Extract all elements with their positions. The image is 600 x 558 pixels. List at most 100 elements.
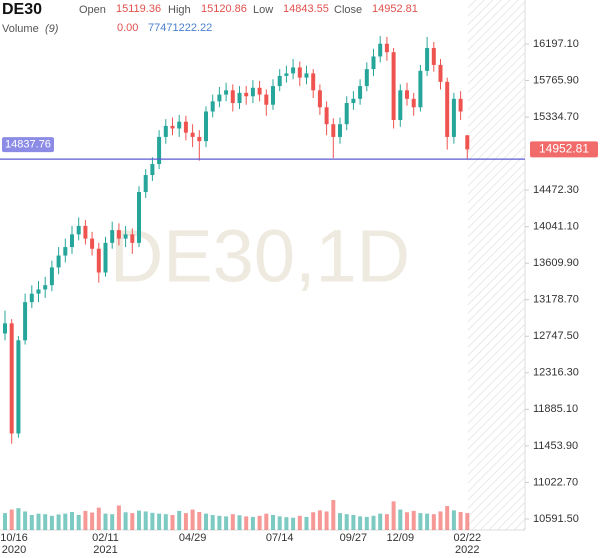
candle-body <box>163 125 168 137</box>
low-label: Low <box>253 4 273 16</box>
y-tick-label: 13609.90 <box>533 257 579 269</box>
y-tick-label: 16197.10 <box>533 38 579 50</box>
candle-body <box>438 64 443 82</box>
volume-bar <box>36 513 41 530</box>
low-value: 14843.55 <box>283 3 329 15</box>
candle-body <box>36 289 41 294</box>
volume-bar <box>103 513 108 530</box>
candle-body <box>204 111 208 142</box>
volume-bar <box>425 513 430 530</box>
candle-body <box>271 86 275 105</box>
x-tick-label: 04/29 <box>179 532 207 544</box>
candle-body <box>29 293 34 303</box>
candle-body <box>90 238 95 249</box>
candle-body <box>230 90 235 104</box>
volume-bar <box>90 512 95 530</box>
candle-body <box>76 225 81 235</box>
candle-body <box>70 234 74 248</box>
candle-body <box>418 70 423 108</box>
candle-body <box>358 86 363 99</box>
candle-body <box>224 90 229 95</box>
volume-bar <box>257 515 262 530</box>
volume-bar <box>331 500 336 530</box>
candle-body <box>177 121 182 129</box>
volume-bar <box>190 509 195 530</box>
close-label: Close <box>334 4 362 16</box>
volume-bar <box>264 513 269 530</box>
volume-bar <box>76 515 81 530</box>
plot <box>3 36 470 530</box>
volume-bar <box>157 513 162 530</box>
close-value: 14952.81 <box>372 3 418 15</box>
candle-body <box>63 247 68 256</box>
price-line-label-box <box>2 137 54 153</box>
candle-body <box>237 92 242 104</box>
volume-bar <box>384 514 389 530</box>
candle-body <box>217 94 222 102</box>
candle-body <box>43 285 48 290</box>
candle-body <box>378 43 383 57</box>
candle-body <box>257 87 262 95</box>
candle-body <box>425 47 430 71</box>
volume-bar <box>3 513 7 530</box>
volume-bar <box>204 513 208 530</box>
candle-body <box>384 43 389 53</box>
volume-bar <box>351 515 356 530</box>
y-tick-label: 15334.70 <box>533 111 579 123</box>
volume-bar <box>150 512 155 530</box>
volume-bar <box>304 516 309 530</box>
open-value: 15119.36 <box>116 3 161 15</box>
volume-bar <box>43 514 48 530</box>
volume-bar <box>297 515 302 530</box>
candle-body <box>451 98 456 137</box>
volume-bar <box>311 512 316 530</box>
volume-bar <box>277 516 282 530</box>
candle-body <box>324 107 329 125</box>
candle-body <box>56 255 61 268</box>
volume-bar <box>271 515 275 530</box>
volume-bar <box>56 514 61 530</box>
candle-body <box>311 73 316 91</box>
volume-bar <box>317 510 322 530</box>
volume-bar <box>110 514 115 530</box>
candle-body <box>250 87 255 97</box>
volume-bar <box>163 514 168 530</box>
candle-body <box>23 302 28 341</box>
volume-period: (9) <box>45 23 59 35</box>
x-year-label: 2022 <box>455 544 479 556</box>
volume-bar <box>391 501 396 530</box>
y-tick-label: 15765.90 <box>533 74 579 86</box>
volume-bar <box>83 510 88 530</box>
volume-bar <box>445 506 450 530</box>
candle-body <box>244 92 249 97</box>
volume-bar <box>244 516 249 530</box>
volume-bar <box>23 511 28 530</box>
volume-bar <box>411 510 416 530</box>
candle-body <box>364 69 369 87</box>
future-area <box>468 0 525 530</box>
x-tick-label: 09/27 <box>340 532 368 544</box>
candle-body <box>411 98 416 108</box>
volume-bar <box>183 513 188 530</box>
volume-bar <box>250 516 255 530</box>
volume-bar <box>177 510 182 530</box>
volume-bar <box>364 516 369 530</box>
y-tick-label: 13178.70 <box>533 294 579 306</box>
volume-bar <box>217 515 222 530</box>
volume-bar <box>230 514 235 530</box>
volume-bar <box>16 508 21 530</box>
volume-bar <box>291 517 296 530</box>
volume-bar <box>418 513 423 530</box>
volume-bar <box>210 515 215 530</box>
x-tick-label: 02/11 <box>92 532 119 544</box>
candle-body <box>431 47 436 65</box>
volume-bar <box>371 515 376 530</box>
x-tick-label: 12/09 <box>387 532 415 544</box>
volume-bar <box>116 505 121 530</box>
x-tick-label: 10/16 <box>0 532 28 544</box>
volume-bar <box>137 510 141 530</box>
volume-bar <box>451 510 456 530</box>
y-tick-label: 11022.70 <box>533 476 578 488</box>
volume-bar <box>130 513 135 530</box>
